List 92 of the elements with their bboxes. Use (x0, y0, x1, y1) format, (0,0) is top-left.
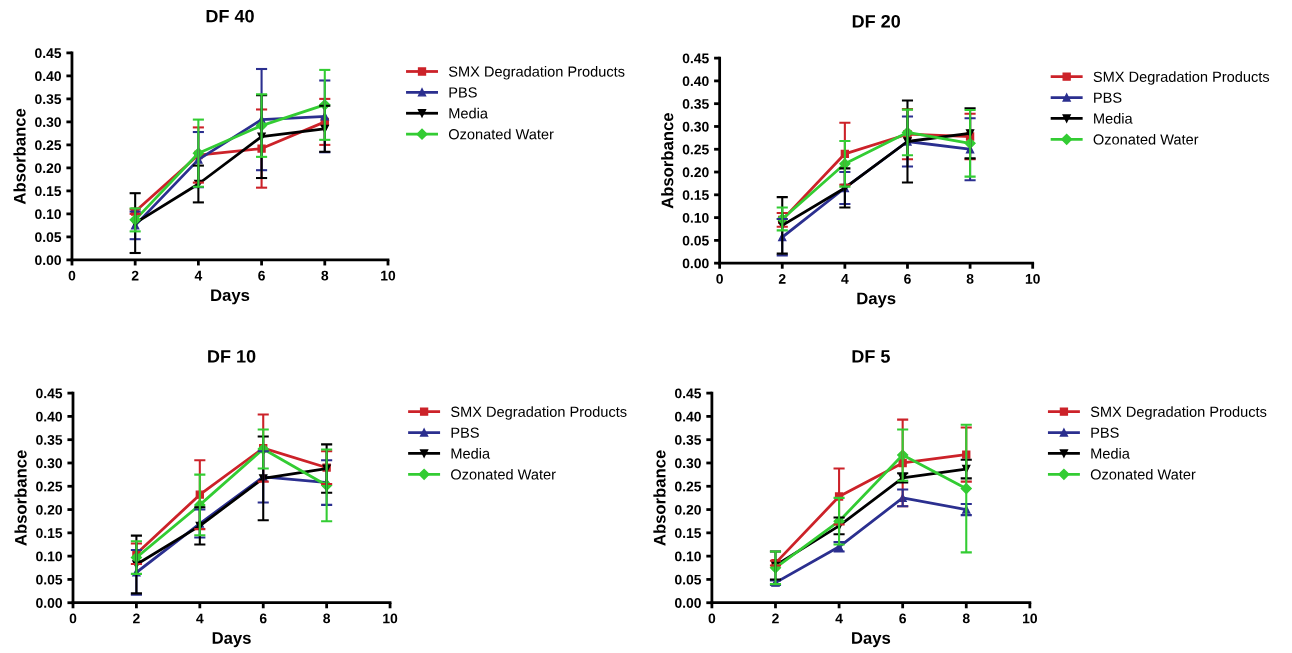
y-tick-label: 0.00 (35, 255, 61, 266)
y-tick-label: 0.05 (35, 232, 62, 243)
x-tick-label: 4 (194, 270, 203, 281)
y-tick-label: 0.30 (36, 458, 63, 469)
legend-label: PBS (1094, 92, 1122, 103)
y-tick-label: 0.15 (35, 186, 62, 197)
y-tick-label: 0.00 (675, 598, 701, 608)
y-tick-label: 0.00 (36, 598, 63, 608)
y-tick-label: 0.35 (675, 435, 702, 445)
y-tick-label: 0.15 (682, 190, 709, 200)
x-tick-label: 0 (708, 613, 716, 624)
chart-title: DF 10 (208, 349, 256, 363)
y-tick-label: 0.30 (675, 458, 701, 469)
x-tick-label: 4 (841, 274, 849, 284)
y-tick-label: 0.40 (675, 411, 701, 422)
y-tick-label: 0.35 (682, 99, 709, 109)
y-tick-label: 0.40 (682, 76, 709, 87)
x-tick-label: 10 (383, 613, 398, 624)
y-tick-label: 0.10 (675, 551, 701, 562)
x-tick-label: 2 (133, 613, 140, 624)
legend-label: SMX Degradation Products (448, 66, 625, 80)
legend-label: Ozonated Water (451, 468, 556, 480)
x-tick-label: 6 (899, 613, 907, 624)
chart-title: DF 20 (852, 14, 901, 28)
legend-label: Media (1091, 448, 1130, 459)
y-tick-label: 0.35 (36, 435, 63, 445)
y-tick-label: 0.25 (675, 481, 702, 492)
x-axis-title: Days (212, 632, 251, 648)
y-tick-label: 0.00 (682, 258, 709, 269)
y-tick-label: 0.20 (675, 504, 701, 515)
legend-label: PBS (451, 427, 479, 438)
y-tick-label: 0.05 (675, 574, 702, 585)
chart-title: DF 5 (852, 350, 890, 363)
legend-label: SMX Degradation Products (451, 406, 627, 420)
y-tick-label: 0.05 (36, 574, 63, 585)
legend-label: SMX Degradation Products (1093, 71, 1270, 85)
x-tick-label: 8 (962, 613, 970, 624)
x-tick-label: 8 (323, 613, 331, 624)
x-tick-label: 2 (772, 613, 779, 624)
legend-label: Ozonated Water (1090, 468, 1196, 480)
x-tick-label: 2 (131, 270, 139, 281)
y-axis-title: Absorbance (653, 450, 666, 546)
y-tick-label: 0.25 (682, 144, 709, 155)
y-tick-label: 0.25 (35, 140, 62, 151)
x-tick-label: 0 (716, 273, 723, 284)
x-tick-label: 2 (778, 273, 786, 284)
y-tick-label: 0.30 (682, 121, 709, 132)
y-tick-label: 0.45 (675, 388, 702, 399)
legend-label: Media (449, 107, 488, 119)
x-axis-title: Days (211, 289, 250, 305)
x-tick-label: 8 (966, 273, 974, 284)
x-tick-label: 6 (258, 270, 265, 281)
y-tick-label: 0.20 (36, 504, 63, 515)
x-tick-label: 8 (321, 270, 329, 281)
y-tick-label: 0.15 (36, 528, 63, 539)
y-axis-title: Absorbance (13, 108, 26, 205)
y-axis-title: Absorbance (661, 113, 674, 209)
y-tick-label: 0.10 (36, 551, 63, 562)
y-tick-label: 0.45 (682, 53, 709, 64)
x-tick-label: 4 (196, 613, 204, 624)
y-tick-label: 0.20 (682, 167, 709, 178)
y-tick-label: 0.20 (35, 163, 61, 174)
x-tick-label: 0 (69, 613, 77, 624)
legend-label: Ozonated Water (448, 128, 554, 140)
x-tick-label: 6 (904, 273, 911, 284)
legend-label: PBS (1091, 427, 1119, 438)
y-tick-label: 0.30 (35, 117, 61, 128)
x-tick-label: 10 (381, 270, 396, 281)
legend-label: Media (451, 448, 491, 459)
y-tick-label: 0.25 (36, 481, 63, 492)
x-tick-label: 4 (835, 613, 843, 624)
y-tick-label: 0.10 (682, 212, 709, 223)
y-tick-label: 0.15 (675, 528, 702, 539)
chart-title: DF 40 (206, 9, 254, 23)
y-tick-label: 0.45 (36, 388, 63, 399)
y-tick-label: 0.40 (36, 411, 63, 422)
x-tick-label: 0 (68, 270, 76, 281)
x-tick-label: 10 (1025, 273, 1040, 284)
x-tick-label: 6 (259, 613, 267, 624)
legend-label: SMX Degradation Products (1090, 406, 1267, 420)
x-tick-label: 10 (1023, 613, 1038, 624)
y-tick-label: 0.05 (682, 235, 709, 246)
y-tick-label: 0.10 (35, 209, 61, 220)
y-tick-label: 0.45 (35, 48, 62, 59)
x-axis-title: Days (857, 292, 896, 308)
y-tick-label: 0.35 (35, 94, 62, 105)
y-axis-title: Absorbance (14, 450, 27, 546)
y-tick-label: 0.40 (35, 71, 61, 82)
legend-label: PBS (449, 87, 477, 98)
legend-label: Ozonated Water (1093, 133, 1199, 145)
legend-label: Media (1094, 113, 1133, 124)
x-axis-title: Days (852, 632, 891, 648)
